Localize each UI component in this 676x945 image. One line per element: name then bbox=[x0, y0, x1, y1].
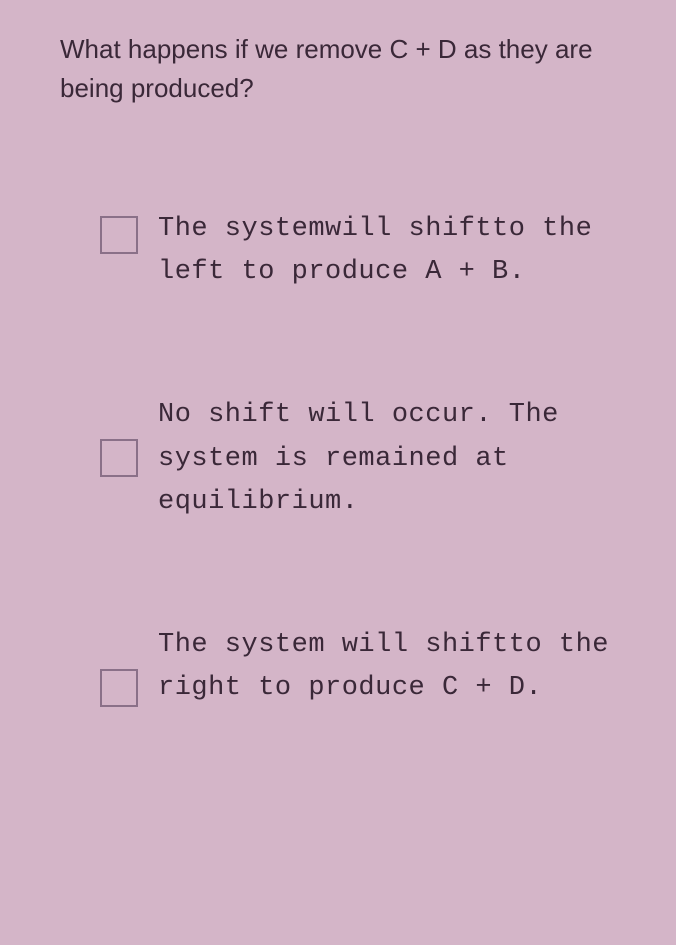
checkbox-3[interactable] bbox=[100, 669, 138, 707]
question-text: What happens if we remove C + D as they … bbox=[60, 30, 636, 108]
option-3[interactable]: The system will shiftto the right to pro… bbox=[100, 624, 636, 710]
checkbox-1[interactable] bbox=[100, 216, 138, 254]
options-container: The systemwill shiftto the left to produ… bbox=[60, 208, 636, 710]
option-2-text: No shift will occur. The system is remai… bbox=[158, 394, 636, 524]
option-1[interactable]: The systemwill shiftto the left to produ… bbox=[100, 208, 636, 294]
checkbox-2[interactable] bbox=[100, 439, 138, 477]
option-3-text: The system will shiftto the right to pro… bbox=[158, 624, 636, 710]
option-2[interactable]: No shift will occur. The system is remai… bbox=[100, 394, 636, 524]
option-1-text: The systemwill shiftto the left to produ… bbox=[158, 208, 636, 294]
